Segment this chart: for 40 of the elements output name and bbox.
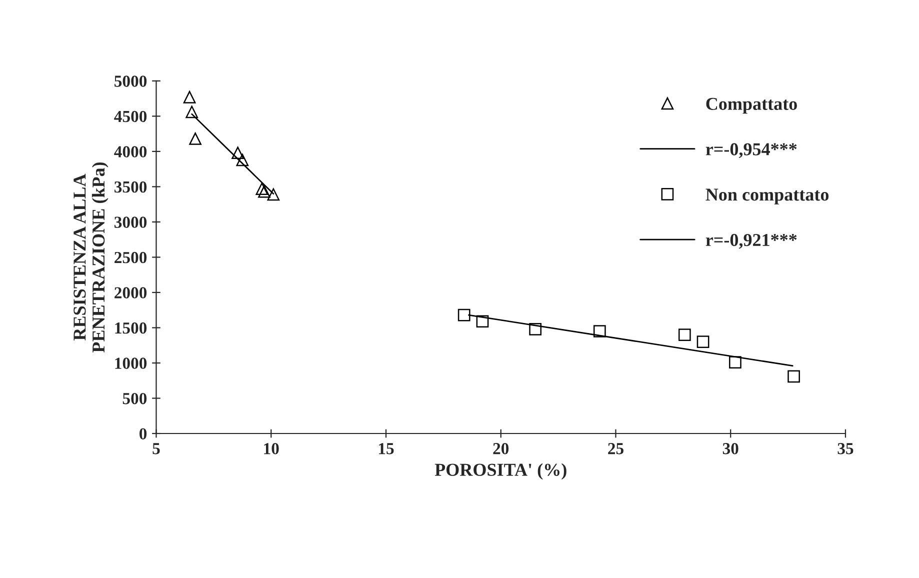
point: [788, 370, 800, 383]
point: [729, 356, 742, 368]
y-tick-label: 4500: [114, 110, 147, 122]
x-tick-label: 25: [608, 443, 624, 454]
x-tick-label: 5: [152, 443, 160, 454]
y-tick-label: 2500: [114, 252, 147, 264]
point: [529, 322, 542, 336]
point: [236, 154, 249, 166]
y-tick-label: 0: [140, 428, 147, 440]
point: [256, 182, 268, 195]
y-tick-label: 1500: [115, 322, 147, 334]
point: [678, 328, 691, 341]
point: [696, 336, 710, 348]
point: [593, 325, 606, 338]
x-tick-label: 35: [838, 443, 854, 454]
point: [186, 106, 198, 118]
y-tick-label: 5000: [114, 76, 147, 87]
point: [232, 146, 244, 160]
y-tick-label: 2000: [114, 287, 147, 298]
legend-label: Compattato: [706, 98, 797, 114]
legend-label: Non compattato: [706, 188, 829, 204]
y-tick-label: 3500: [114, 181, 147, 193]
y-tick-label: 1000: [115, 358, 147, 369]
x-tick-label: 20: [493, 443, 509, 454]
legend-label: r=-0,954***: [706, 143, 797, 158]
point: [258, 185, 270, 198]
point: [476, 315, 489, 328]
x-axis-title: POROSITA' (%): [434, 463, 566, 480]
x-tick-label: 15: [378, 443, 394, 454]
x-tick-label: 30: [722, 443, 738, 454]
y-tick-label: 4000: [114, 146, 147, 158]
point: [189, 132, 202, 145]
point: [458, 308, 470, 322]
y-tick-label: 3000: [114, 216, 147, 228]
x-tick-label: 10: [264, 443, 279, 454]
legend-label: r=-0,921***: [706, 234, 797, 249]
point: [183, 90, 196, 104]
point: [267, 188, 280, 201]
y-axis-title: RESISTENZA ALLA PENETRAZIONE (kPa): [74, 162, 108, 352]
y-tick-label: 500: [122, 392, 147, 404]
